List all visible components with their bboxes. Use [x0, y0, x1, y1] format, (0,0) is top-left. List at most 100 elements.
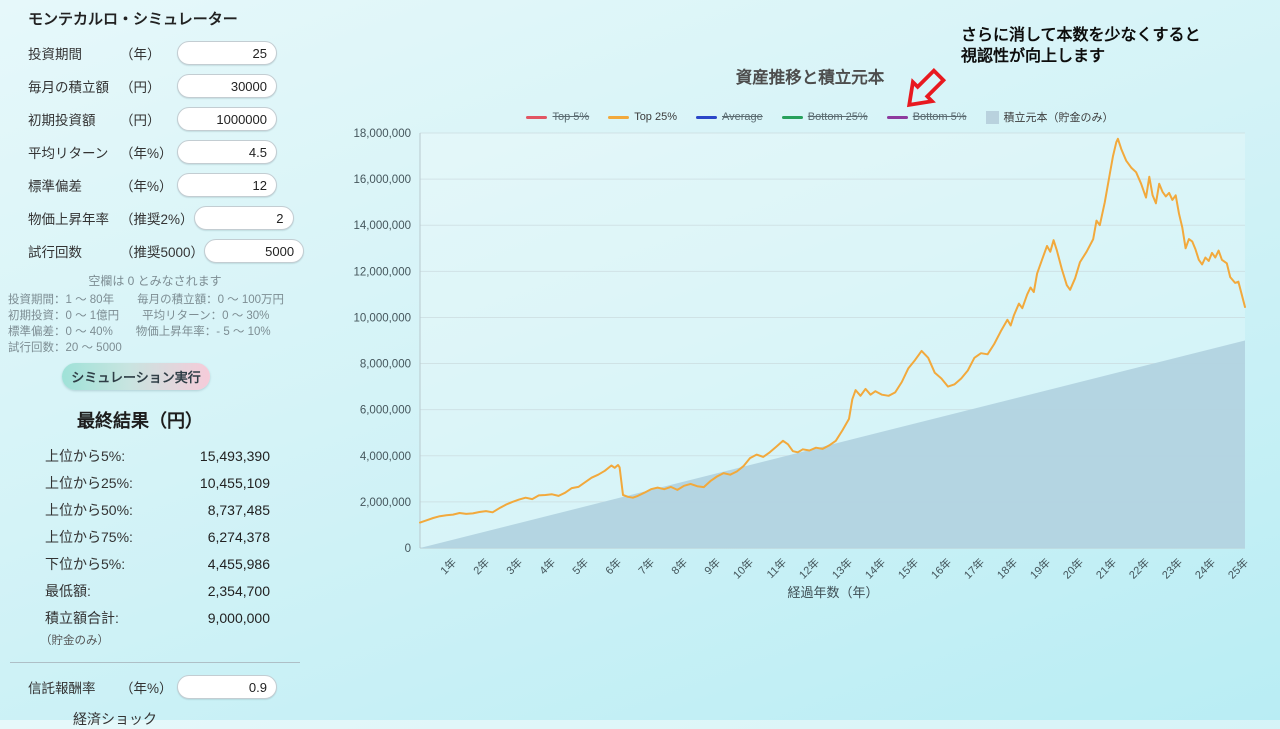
field-input-3[interactable]: [177, 140, 277, 164]
x-axis-label: 経過年数（年）: [787, 585, 879, 600]
field-unit: （円）: [120, 80, 161, 95]
result-value: 4,455,986: [207, 556, 270, 572]
fee-input[interactable]: [177, 675, 277, 699]
legend-area-swatch-icon: [985, 110, 999, 124]
x-tick-label-18: 19年: [1027, 555, 1053, 581]
result-row-3: 上位から75%: 6,274,378: [45, 528, 270, 546]
results-list: 上位から5%: 15,493,390 上位から25%: 10,455,109 上位から5…: [0, 447, 310, 627]
series-line-0: [419, 137, 1246, 524]
field-label: 初期投資額: [28, 113, 96, 128]
result-label: 上位から50%:: [45, 502, 133, 518]
legend-item-3[interactable]: Bottom 25%: [781, 111, 868, 123]
field-input-2[interactable]: [177, 107, 277, 131]
y-tick-label-2: 4,000,000: [360, 451, 411, 463]
result-row-4: 下位から5%: 4,455,986: [45, 555, 270, 573]
field-label: 平均リターン: [28, 146, 109, 161]
result-label: 積立額合計:: [45, 610, 119, 626]
legend-item-0[interactable]: Top 5%: [526, 111, 589, 123]
y-tick-label-0: 0: [405, 543, 411, 555]
legend-label: Bottom 5%: [912, 111, 967, 123]
field-unit: （年%）: [120, 179, 173, 194]
x-tick-label-14: 15年: [895, 555, 921, 581]
legend-item-2[interactable]: Average: [696, 111, 763, 123]
fee-field-row: 信託報酬率 （年%）: [28, 675, 277, 699]
x-tick-label-11: 12年: [796, 555, 822, 581]
y-tick-label-7: 14,000,000: [353, 220, 411, 232]
field-label: 試行回数: [28, 245, 82, 260]
field-input-1[interactable]: [177, 74, 277, 98]
result-label: 最低額:: [45, 583, 91, 599]
field-input-4[interactable]: [177, 173, 277, 197]
result-row-0: 上位から5%: 15,493,390: [45, 447, 270, 465]
principal-area: [420, 340, 1245, 548]
x-tick-label-20: 21年: [1093, 555, 1119, 581]
field-label: 投資期間: [28, 47, 82, 62]
hint-line-1: 初期投資：0 ～ 1億円 平均リターン：0 ～ 30%: [8, 310, 270, 322]
field-row-1: 毎月の積立額 （円）: [28, 74, 277, 98]
y-tick-label-5: 10,000,000: [353, 312, 411, 324]
y-tick-label-8: 16,000,000: [353, 174, 411, 186]
chart-title: 資産推移と積立元本: [735, 69, 885, 87]
x-tick-label-2: 3年: [503, 555, 525, 577]
field-input-6[interactable]: [204, 239, 305, 263]
legend-line-swatch-icon: [696, 115, 717, 119]
results-note: （貯金のみ）: [40, 635, 109, 647]
x-tick-label-16: 17年: [961, 555, 987, 581]
legend-item-1[interactable]: Top 25%: [608, 111, 677, 123]
field-label: 標準偏差: [28, 179, 82, 194]
x-tick-label-19: 20年: [1060, 555, 1086, 581]
field-unit: （年%）: [120, 146, 173, 161]
sidebar: モンテカルロ・シミュレーター 投資期間 （年） 毎月の積立額 （円） 初期投資額 （円） 平…: [0, 0, 310, 729]
x-tick-label-15: 16年: [928, 555, 954, 581]
legend-label: Top 25%: [634, 111, 677, 123]
legend-item-5[interactable]: 積立元本（貯金のみ）: [985, 109, 1114, 125]
y-tick-label-6: 12,000,000: [353, 266, 411, 278]
fee-unit: （年%）: [120, 681, 173, 696]
x-tick-label-5: 6年: [602, 555, 624, 577]
hint-line-0: 投資期間：1 ～ 80年 毎月の積立額：0 ～ 100万円: [8, 294, 285, 306]
legend-line-swatch-icon: [781, 115, 803, 119]
result-row-5: 最低額: 2,354,700: [45, 582, 270, 600]
results-heading: 最終結果（円）: [77, 411, 203, 431]
annotation-arrow-icon: [906, 67, 947, 108]
x-tick-label-6: 7年: [635, 555, 657, 577]
field-row-0: 投資期間 （年）: [28, 41, 277, 65]
x-tick-label-3: 4年: [536, 555, 558, 577]
x-tick-label-23: 24年: [1192, 555, 1218, 581]
result-value: 15,493,390: [199, 448, 270, 464]
result-row-1: 上位から25%: 10,455,109: [45, 474, 270, 492]
field-row-5: 物価上昇年率 （推奨2%）: [28, 206, 294, 230]
legend-item-4[interactable]: Bottom 5%: [886, 111, 967, 123]
field-unit: （推奨5000）: [120, 245, 205, 260]
x-tick-label-21: 22年: [1126, 555, 1152, 581]
result-row-6: 積立額合計: 9,000,000: [45, 609, 270, 627]
x-tick-label-22: 23年: [1159, 555, 1185, 581]
result-label: 上位から75%:: [45, 529, 133, 545]
result-label: 下位から5%:: [45, 556, 126, 572]
field-row-6: 試行回数 （推奨5000）: [28, 239, 305, 263]
x-tick-label-17: 18年: [994, 555, 1020, 581]
x-tick-label-8: 9年: [701, 555, 723, 577]
field-input-0[interactable]: [177, 41, 277, 65]
run-simulation-button[interactable]: シミュレーション実行: [62, 363, 210, 390]
x-tick-label-4: 5年: [569, 555, 591, 577]
input-hints: 空欄は 0 とみなされます 投資期間：1 ～ 80年 毎月の積立額：0 ～ 10…: [0, 272, 310, 356]
x-tick-label-1: 2年: [470, 555, 492, 577]
x-tick-label-24: 25年: [1225, 555, 1251, 581]
plot-background: [420, 133, 1245, 548]
annotation-line-1: さらに消して本数を少なくすると: [961, 27, 1201, 44]
hint-line-2: 標準偏差：0 ～ 40% 物価上昇年率：- 5 ～ 10%: [8, 326, 271, 338]
field-input-5[interactable]: [193, 206, 294, 230]
result-value: 10,455,109: [199, 475, 270, 491]
result-label: 上位から5%:: [45, 448, 126, 464]
y-tick-label-3: 6,000,000: [360, 405, 411, 417]
field-label: 毎月の積立額: [28, 80, 109, 95]
result-row-2: 上位から50%: 8,737,485: [45, 501, 270, 519]
x-tick-label-13: 14年: [862, 555, 888, 581]
field-row-2: 初期投資額 （円）: [28, 107, 277, 131]
legend-label: 積立元本（貯金のみ）: [1003, 112, 1114, 124]
chart-legend: Top 5% Top 25% Average Bottom 25% Bottom 5% 積…: [420, 109, 1220, 125]
result-label: 上位から25%:: [45, 475, 133, 491]
x-tick-label-7: 8年: [668, 555, 690, 577]
legend-label: Average: [722, 111, 763, 123]
